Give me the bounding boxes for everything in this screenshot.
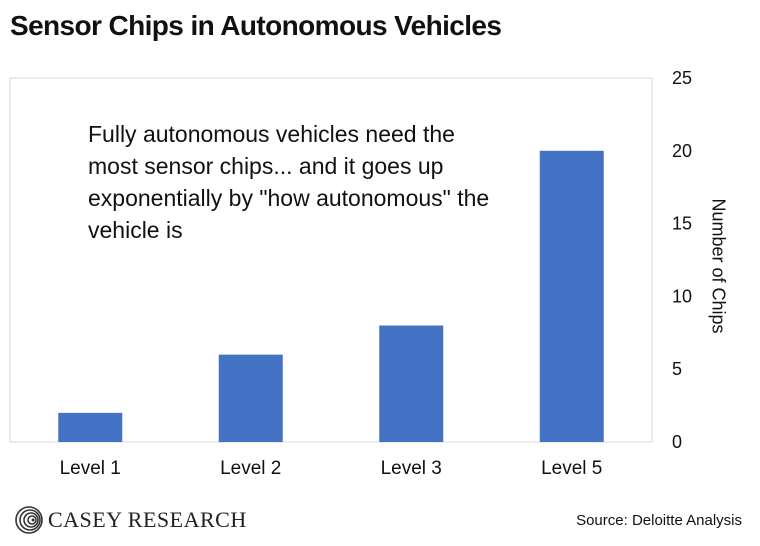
- y-axis-ticks: 0 5 10 15 20 25: [672, 68, 692, 452]
- bar-level-3: [379, 325, 444, 442]
- x-tick-label: Level 3: [381, 458, 442, 479]
- x-axis-labels: Level 1 Level 2 Level 3 Level 5: [60, 458, 603, 479]
- x-tick-label: Level 1: [60, 458, 121, 479]
- y-tick-label: 20: [672, 141, 692, 161]
- plot-frame: [9, 77, 653, 443]
- bar-level-1: [58, 412, 123, 442]
- y-tick-label: 15: [672, 214, 692, 234]
- chart-annotation: Fully autonomous vehicles need the most …: [88, 121, 490, 243]
- y-axis-label: Number of Chips: [708, 198, 729, 334]
- y-tick-label: 0: [672, 432, 682, 452]
- brand-name: CASEY RESEARCH: [48, 507, 247, 532]
- x-tick-label: Level 2: [220, 458, 281, 479]
- brand-logo: CASEY RESEARCH: [14, 505, 247, 535]
- chart-title: Sensor Chips in Autonomous Vehicles: [10, 10, 502, 41]
- y-tick-label: 5: [672, 359, 682, 379]
- bar-level-2: [218, 354, 283, 442]
- source-note: Source: Deloitte Analysis: [576, 512, 742, 529]
- x-tick-label: Level 5: [541, 458, 602, 479]
- bars-group: [58, 150, 604, 443]
- y-tick-label: 10: [672, 286, 692, 306]
- swirl-logo-icon: [15, 506, 43, 534]
- y-tick-label: 25: [672, 68, 692, 88]
- bar-level-5: [539, 150, 604, 443]
